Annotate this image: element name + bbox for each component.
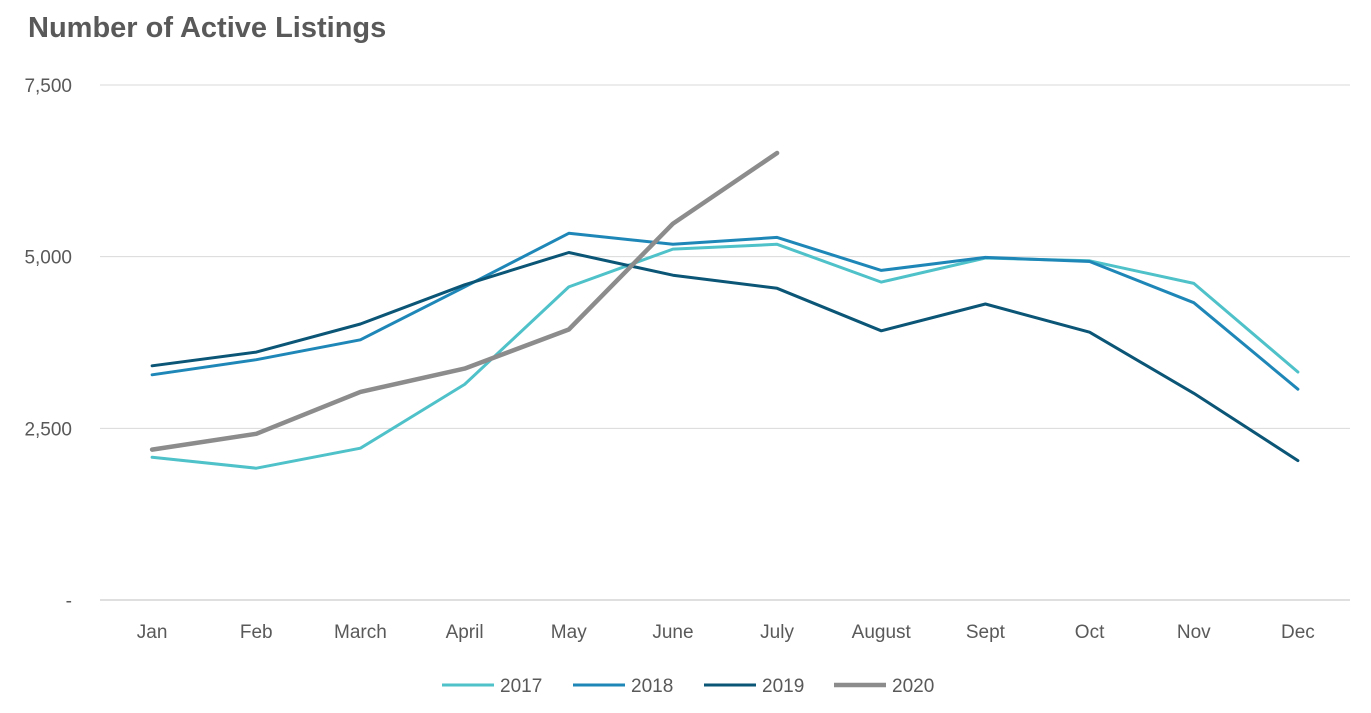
legend-label: 2017 bbox=[500, 676, 542, 697]
legend-item-2017: 2017 bbox=[442, 676, 542, 697]
legend: 2017 2018 2019 2020 bbox=[442, 676, 934, 697]
x-tick-label: Sept bbox=[966, 622, 1006, 643]
legend-item-2020: 2020 bbox=[834, 676, 934, 697]
x-tick-label: July bbox=[760, 622, 794, 643]
series-line-2018 bbox=[150, 231, 1300, 391]
y-tick-label: - bbox=[66, 591, 72, 612]
y-tick-label: 7,500 bbox=[24, 76, 72, 97]
legend-label: 2018 bbox=[631, 676, 673, 697]
legend-label: 2019 bbox=[762, 676, 804, 697]
series-line-2020 bbox=[149, 150, 780, 452]
x-tick-label: May bbox=[551, 622, 587, 643]
x-tick-label: March bbox=[334, 622, 387, 643]
y-axis-ticks: - 2,500 5,000 7,500 bbox=[24, 76, 72, 612]
legend-item-2018: 2018 bbox=[573, 676, 673, 697]
x-tick-label: April bbox=[446, 622, 484, 643]
y-tick-label: 5,000 bbox=[24, 248, 72, 269]
x-tick-label: Oct bbox=[1075, 622, 1105, 643]
x-tick-label: Jan bbox=[137, 622, 168, 643]
legend-label: 2020 bbox=[892, 676, 934, 697]
x-axis-ticks: Jan Feb March April May June July August Sept Oct… bbox=[137, 622, 1315, 643]
y-tick-label: 2,500 bbox=[24, 419, 72, 440]
series-lines bbox=[149, 150, 1300, 470]
series-line-2017 bbox=[150, 242, 1300, 470]
series-line-2019 bbox=[150, 251, 1300, 463]
legend-item-2019: 2019 bbox=[704, 676, 804, 697]
gridlines bbox=[100, 84, 1350, 601]
x-tick-label: August bbox=[852, 622, 912, 643]
x-tick-label: June bbox=[652, 622, 693, 643]
x-tick-label: Feb bbox=[240, 622, 273, 643]
chart-title: Number of Active Listings bbox=[28, 12, 387, 44]
x-tick-label: Dec bbox=[1281, 622, 1315, 643]
x-tick-label: Nov bbox=[1177, 622, 1211, 643]
